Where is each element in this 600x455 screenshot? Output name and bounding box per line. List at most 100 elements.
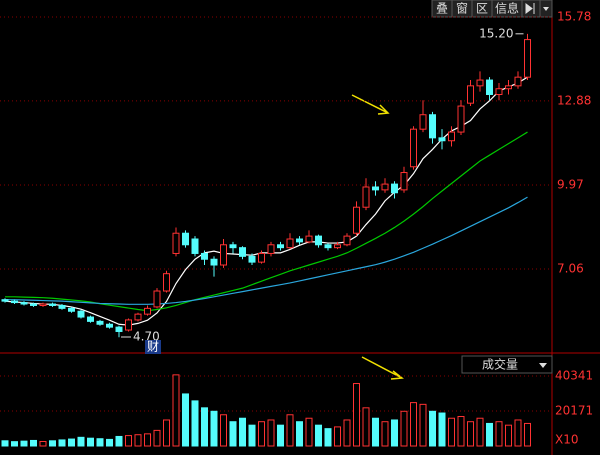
candle-body xyxy=(172,232,180,254)
candle-body xyxy=(410,128,417,168)
volume-selector[interactable]: 成交量 xyxy=(461,355,553,374)
toolbar-icon xyxy=(525,3,535,14)
volume-bar xyxy=(457,415,465,447)
volume-bar xyxy=(495,421,503,447)
candle-body xyxy=(524,39,531,78)
volume-bar xyxy=(172,374,180,447)
volume-bar xyxy=(115,435,123,447)
volume-bar xyxy=(191,400,199,447)
volume-bar xyxy=(305,417,313,447)
volume-bar xyxy=(505,424,512,447)
toolbar-label: 信息 xyxy=(495,1,519,16)
moving-average-line xyxy=(5,196,528,305)
volume-bar xyxy=(96,438,104,447)
candle-body xyxy=(448,131,455,142)
candle-body xyxy=(125,319,132,331)
volume-bar xyxy=(343,419,351,447)
volume-bar xyxy=(125,435,132,447)
volume-bar xyxy=(514,419,522,447)
candle-body xyxy=(362,186,370,208)
candle-body xyxy=(201,252,208,260)
volume-bar xyxy=(362,407,370,447)
volume-bar xyxy=(106,438,113,447)
volume-bar xyxy=(77,436,85,447)
volume-bar xyxy=(58,439,66,447)
candle-body xyxy=(58,304,66,309)
candle-body xyxy=(239,247,246,257)
volume-bar xyxy=(153,429,161,447)
volume-bar xyxy=(144,433,151,447)
volume-title: 成交量 xyxy=(482,357,518,372)
dropdown-icon xyxy=(539,363,547,368)
candle-body xyxy=(419,114,427,130)
candle-body xyxy=(277,244,284,249)
volume-bar xyxy=(419,403,427,447)
volume-bar xyxy=(334,426,341,447)
candle-body xyxy=(191,238,199,254)
candle-body xyxy=(486,79,493,96)
volume-bar xyxy=(39,440,47,447)
event-marker: 财 xyxy=(147,340,159,354)
high-annotation: 15.20 xyxy=(479,26,513,40)
volume-bar xyxy=(20,440,28,447)
volume-bar xyxy=(134,434,142,447)
y-tick-label: 12.88 xyxy=(557,93,591,107)
volume-selector-box[interactable] xyxy=(461,355,553,374)
volume-bar xyxy=(30,439,37,447)
y-tick-label: 20171 xyxy=(555,403,593,417)
volume-unit: X10 xyxy=(555,433,579,447)
volume-bar xyxy=(182,393,189,447)
candle-body xyxy=(229,244,237,249)
candle-body xyxy=(11,300,18,304)
candle-body xyxy=(49,303,56,306)
candle-body xyxy=(220,244,227,266)
volume-bar xyxy=(258,421,265,447)
volume-bar xyxy=(476,417,484,447)
volume-bar xyxy=(467,421,474,447)
candle-body xyxy=(134,313,142,321)
volume-bar xyxy=(201,407,208,447)
candle-body xyxy=(20,302,28,305)
volume-bar xyxy=(448,417,455,447)
candle-body xyxy=(144,307,151,315)
volume-bar xyxy=(286,414,294,447)
volume-bar xyxy=(248,424,256,447)
candle-body xyxy=(210,258,218,266)
candle-body xyxy=(96,320,104,325)
candle-body xyxy=(514,76,522,87)
candle-body xyxy=(381,183,389,191)
moving-average-line xyxy=(5,131,528,312)
volume-bar xyxy=(163,419,170,447)
toolbar-label: 窗 xyxy=(456,2,468,16)
candle-body xyxy=(372,186,379,191)
candle-body xyxy=(248,255,256,263)
candle-body xyxy=(457,105,465,133)
candle-body xyxy=(182,232,189,246)
candle-body xyxy=(438,137,446,142)
volume-bar xyxy=(49,440,56,447)
candle-body xyxy=(77,310,85,318)
volume-bar xyxy=(400,410,408,447)
candle-body xyxy=(400,172,408,191)
y-tick-label: 7.06 xyxy=(557,262,584,276)
volume-bar xyxy=(372,417,379,447)
volume-bar xyxy=(324,428,332,447)
candle-body xyxy=(106,323,113,328)
volume-bar xyxy=(353,383,360,447)
candle-body xyxy=(324,244,332,249)
candle-body xyxy=(153,290,161,308)
volume-bar xyxy=(524,422,531,447)
candle-body xyxy=(68,307,75,312)
volume-bar xyxy=(229,421,237,447)
volume-bar xyxy=(239,417,246,447)
volume-bar xyxy=(277,424,284,447)
candle-body xyxy=(1,299,9,302)
volume-bar xyxy=(68,438,75,447)
candle-body xyxy=(391,183,398,194)
candle-body xyxy=(296,238,303,243)
event-marker-box xyxy=(145,340,161,354)
volume-bar xyxy=(486,422,493,447)
volume-bar xyxy=(391,419,398,447)
candle-body xyxy=(429,114,436,139)
volume-bar xyxy=(296,421,303,447)
